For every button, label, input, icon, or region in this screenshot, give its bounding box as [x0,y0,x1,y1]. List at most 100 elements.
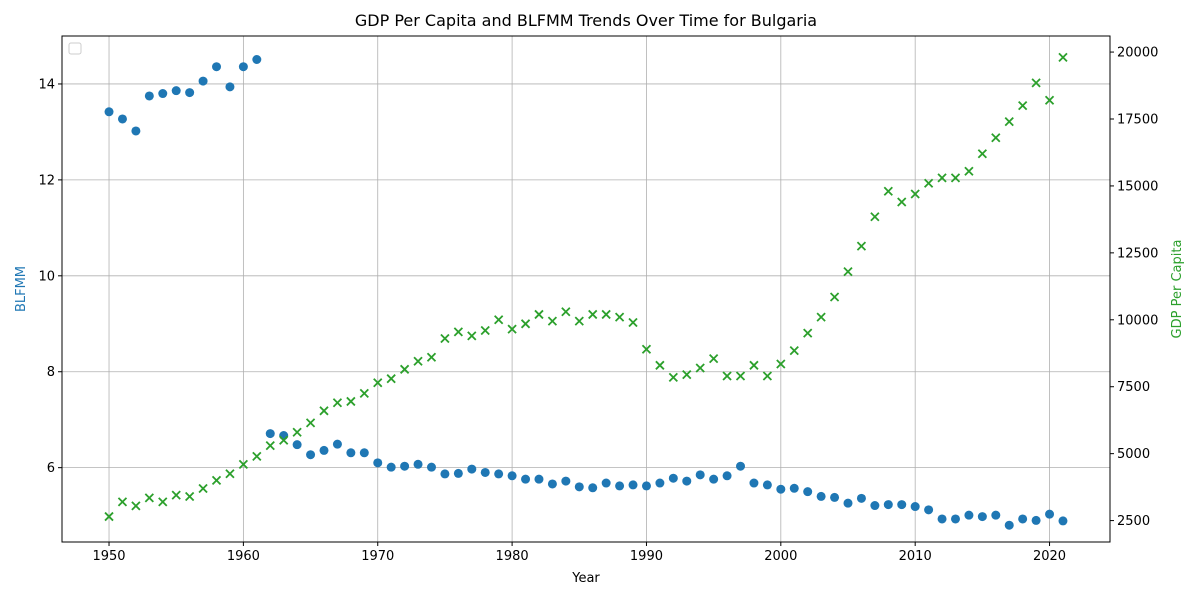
y-left-tick-label: 8 [47,365,55,380]
gdp-per-capita-point [668,372,678,382]
gdp-per-capita-point [346,396,356,407]
gdp-marker-stroke [614,312,625,322]
blfmm-point [1045,509,1055,519]
gdp-per-capita-point [131,501,141,511]
gdp-per-capita-point [1004,117,1014,127]
axis-ticks: 1950 1960 1970 1980 1990 2000 2010 2020 6 8 10 12 14… [38,46,1158,564]
gdp-marker-stroke [641,344,652,354]
blfmm-point [440,469,450,479]
gdp-per-capita-point [426,352,437,362]
gdp-per-capita-point [749,360,759,370]
gdp-per-capita-point [843,266,853,277]
y-right-tick-label: 17500 [1117,112,1158,127]
blfmm-point [131,126,141,136]
gdp-per-capita-point [1031,78,1041,88]
blfmm-point [910,502,920,512]
gdp-marker-stroke [171,490,181,500]
x-tick-label: 1990 [630,549,663,564]
gdp-per-capita-point [762,371,773,381]
gdp-per-capita-point [1058,52,1068,63]
gdp-marker-stroke [305,418,316,428]
gdp-marker-stroke [144,493,154,503]
gdp-per-capita-point [332,398,343,408]
blfmm-point [252,55,262,65]
gdp-marker-stroke [561,307,571,317]
gdp-per-capita-point [776,359,786,369]
gdp-per-capita-point [588,309,598,320]
gdp-per-capita-point [252,451,262,461]
gdp-per-capita-point [198,483,208,494]
x-tick-label: 1950 [92,549,125,564]
blfmm-point [1004,520,1014,530]
x-tick-label: 2010 [899,549,932,564]
legend-box [68,42,82,55]
gdp-per-capita-point [614,312,625,322]
blfmm-point [265,429,275,439]
gdp-per-capita-point [695,363,705,373]
gdp-per-capita-point [238,459,249,469]
blfmm-point [185,88,195,98]
gdp-marker-stroke [910,189,920,199]
gdp-marker-stroke [601,309,611,320]
blfmm-point [964,510,974,520]
blfmm-point [547,479,557,489]
gdp-per-capita-point [520,319,531,329]
x-tick-label: 1970 [361,549,394,564]
gdp-per-capita-point [399,364,410,374]
blfmm-point [749,478,759,488]
blfmm-point [762,480,772,490]
gdp-marker-stroke [816,312,826,322]
gdp-marker-stroke [440,333,450,344]
data-points [104,52,1068,530]
gdp-per-capita-point [534,309,544,320]
blfmm-point [319,445,329,455]
gdp-per-capita-point [359,388,369,399]
blfmm-point [601,478,611,488]
plot-frame [61,35,1111,543]
gdp-per-capita-point [709,353,719,364]
blfmm-point [883,500,893,510]
gdp-marker-stroke [131,501,141,511]
gdp-marker-stroke [829,292,840,302]
blfmm-point [870,501,880,511]
blfmm-point [856,493,866,503]
gdp-marker-stroke [373,378,383,388]
gdp-per-capita-point [507,324,517,334]
gdp-per-capita-point [950,173,961,183]
blfmm-point [212,62,222,72]
gdp-marker-stroke [265,440,275,451]
gdp-marker-stroke [534,309,544,320]
blfmm-point [1058,516,1068,526]
x-tick-label: 2000 [764,549,797,564]
blfmm-point [991,510,1001,520]
blfmm-point [843,498,853,508]
gdp-per-capita-point [803,328,813,338]
gdp-marker-stroke [359,388,369,399]
gdp-per-capita-point [185,491,195,502]
x-axis-label: Year [571,571,600,586]
gdp-marker-stroke [695,363,705,373]
y-left-tick-label: 6 [47,461,55,476]
blfmm-point [238,62,248,72]
blfmm-point [897,500,907,510]
gdp-per-capita-point [601,309,611,320]
gdp-per-capita-point [655,360,665,370]
blfmm-point [682,476,692,486]
x-tick-label: 1960 [227,549,260,564]
gdp-marker-stroke [104,511,114,522]
gdp-per-capita-point [628,317,638,328]
gdp-per-capita-point [722,371,732,381]
y-left-tick-label: 14 [38,77,55,92]
gdp-per-capita-point [870,212,880,222]
gdp-marker-stroke [588,309,598,320]
gdp-marker-stroke [520,319,531,329]
gdp-per-capita-point [937,173,947,183]
gdp-marker-stroke [467,331,477,341]
gdp-marker-stroke [628,317,638,328]
gdp-marker-stroke [547,316,558,326]
gdp-marker-stroke [856,241,867,251]
gdp-per-capita-point [964,166,974,176]
blfmm-point [722,471,732,481]
gdp-marker-stroke [158,497,168,507]
